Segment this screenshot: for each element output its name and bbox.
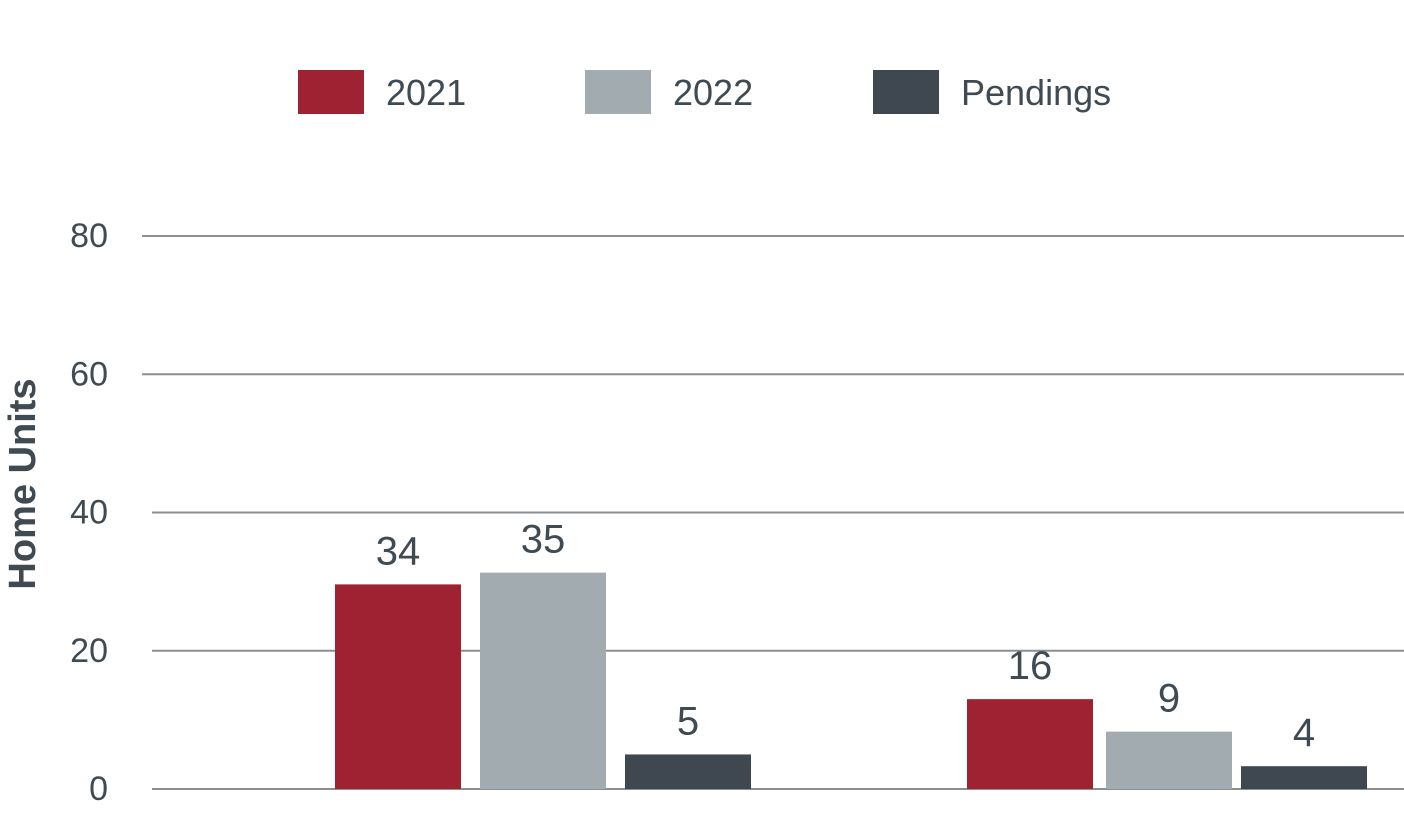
y-axis-label: Home Units xyxy=(2,378,44,589)
bar-2022-group-2 xyxy=(1106,731,1232,789)
bar-pendings-group-2 xyxy=(1241,766,1367,789)
y-tick-label-0: 0 xyxy=(89,770,108,808)
y-tick-label-20: 20 xyxy=(70,632,108,670)
bar-pendings-group-1 xyxy=(625,754,751,789)
y-tick-label-60: 60 xyxy=(70,355,108,393)
legend-swatch-pendings xyxy=(873,70,939,114)
gridlines xyxy=(142,235,1404,790)
y-axis-ticks: 0 20 40 60 80 xyxy=(70,217,108,808)
data-label-pendings-group-2: 4 xyxy=(1293,711,1315,755)
legend-swatch-2021 xyxy=(298,70,364,114)
y-tick-label-40: 40 xyxy=(70,494,108,532)
legend: 2021 2022 Pendings xyxy=(298,70,1111,114)
legend-label-2022: 2022 xyxy=(673,72,753,113)
bar-2022-group-1 xyxy=(480,572,606,789)
data-label-pendings-group-1: 5 xyxy=(677,699,699,743)
legend-label-2021: 2021 xyxy=(386,72,466,113)
data-label-2022-group-2: 9 xyxy=(1158,677,1180,721)
bar-2021-group-1 xyxy=(335,584,461,789)
data-label-2022-group-1: 35 xyxy=(521,518,566,562)
bar-2021-group-2 xyxy=(967,699,1093,789)
bars xyxy=(335,572,1367,789)
data-labels: 34 16 35 9 5 4 xyxy=(376,518,1315,756)
data-label-2021-group-2: 16 xyxy=(1008,644,1053,688)
y-tick-label-80: 80 xyxy=(70,217,108,255)
legend-swatch-2022 xyxy=(585,70,651,114)
data-label-2021-group-1: 34 xyxy=(376,529,421,573)
legend-label-pendings: Pendings xyxy=(961,72,1111,113)
